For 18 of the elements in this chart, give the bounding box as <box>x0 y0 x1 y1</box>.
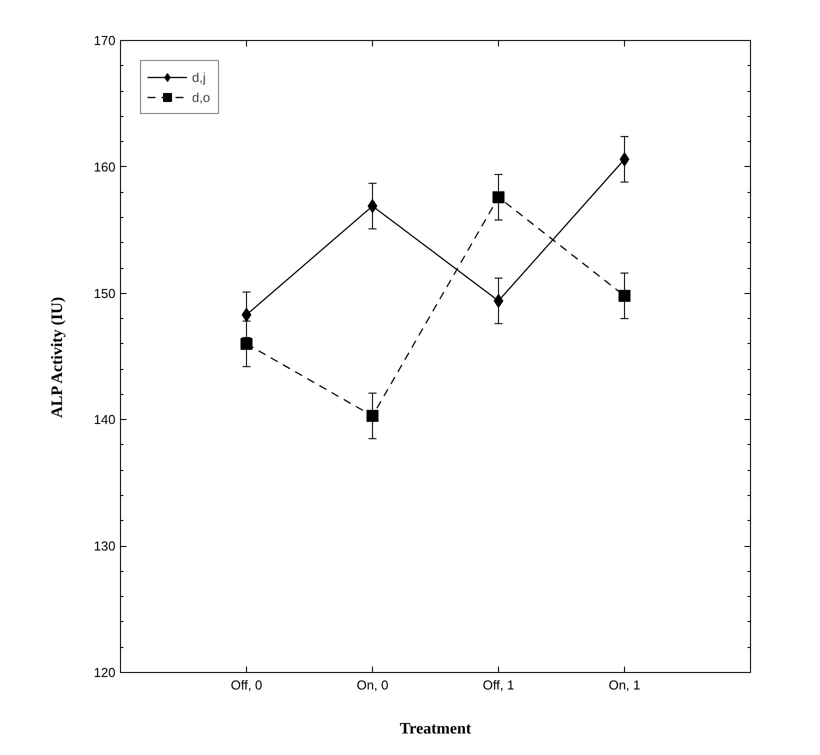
x-tick-label: On, 0 <box>356 678 388 692</box>
legend-label: d,j <box>192 70 207 84</box>
y-tick-label: 160 <box>94 159 116 174</box>
x-tick-label: Off, 0 <box>230 678 262 692</box>
y-tick-label: 140 <box>94 412 116 428</box>
legend-label: d,o <box>192 90 212 104</box>
point <box>492 191 504 204</box>
y-tick-label: 170 <box>94 33 116 48</box>
y-tick-label: 150 <box>94 286 116 301</box>
y-tick-label: 130 <box>94 538 116 554</box>
x-tick-label: Off, 1 <box>482 678 514 692</box>
point <box>618 290 630 302</box>
point <box>240 338 252 350</box>
y-axis-title: ALP Activity (IU) <box>48 296 66 418</box>
y-tick-label: 120 <box>94 665 116 680</box>
x-tick-label: On, 1 <box>608 678 640 692</box>
x-axis-title: Treatment <box>400 720 472 738</box>
point <box>366 410 378 422</box>
